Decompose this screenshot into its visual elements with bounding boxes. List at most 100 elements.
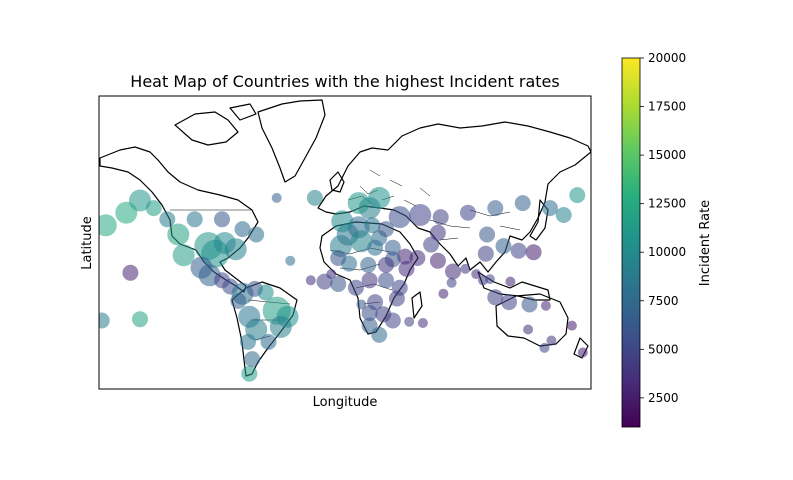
asia-borders — [429, 209, 521, 241]
data-point — [501, 294, 517, 311]
data-point — [577, 347, 588, 358]
data-point — [398, 260, 415, 277]
data-point — [438, 288, 449, 299]
data-point — [306, 189, 323, 206]
x-axis-label: Longitude — [313, 395, 378, 410]
data-point — [361, 272, 378, 289]
data-point — [260, 333, 277, 350]
data-point — [521, 296, 538, 313]
new-zealand-outline — [573, 337, 589, 359]
data-point — [388, 206, 411, 229]
data-point — [159, 211, 176, 228]
data-point — [331, 210, 354, 233]
data-point — [224, 238, 247, 261]
data-point — [167, 223, 190, 246]
data-point — [132, 311, 148, 328]
data-point — [145, 200, 162, 217]
data-point — [378, 272, 394, 289]
colorbar-tick-label: 5000 — [648, 342, 679, 356]
colorbar-tick-label: 15000 — [648, 148, 686, 162]
data-point — [429, 252, 446, 269]
data-point — [510, 242, 527, 259]
data-point — [367, 239, 384, 256]
data-point — [540, 300, 551, 311]
data-point — [539, 342, 550, 353]
uk-outline — [329, 171, 345, 193]
data-point — [347, 279, 364, 296]
data-point — [356, 299, 367, 310]
data-point — [364, 217, 381, 234]
data-point — [417, 318, 428, 328]
colorbar — [621, 57, 641, 428]
north-america-outline — [99, 146, 259, 293]
data-point — [555, 207, 572, 223]
data-point — [432, 209, 449, 226]
data-point — [378, 256, 394, 273]
data-point — [487, 200, 504, 217]
colorbar-label: Incident Rate — [698, 200, 713, 286]
data-point — [429, 224, 446, 241]
y-axis-label: Latitude — [80, 216, 95, 270]
data-point — [99, 214, 117, 237]
data-point — [460, 263, 471, 274]
data-point — [569, 187, 586, 204]
colorbar-tick-label: 10000 — [648, 245, 686, 259]
data-point — [361, 305, 378, 321]
data-point — [269, 315, 292, 338]
data-point — [285, 255, 296, 266]
arctic-islands-outline — [174, 103, 257, 146]
data-point — [316, 273, 333, 290]
data-point — [460, 204, 476, 221]
data-point — [542, 200, 558, 217]
data-point — [186, 211, 203, 228]
data-point — [397, 248, 414, 265]
data-point — [172, 244, 195, 267]
chart-title: Heat Map of Countries with the highest I… — [130, 72, 559, 91]
data-point — [523, 324, 534, 335]
data-point — [305, 275, 316, 286]
data-point — [350, 230, 373, 253]
data-point — [271, 192, 282, 203]
data-points — [99, 186, 588, 382]
data-point — [423, 236, 440, 253]
data-point — [240, 333, 256, 350]
data-point — [495, 238, 512, 255]
colorbar-ticks: 2500 5000 7500 10000 12500 15000 17500 20000 — [640, 51, 686, 405]
colorbar-tick-label: 2500 — [648, 391, 679, 405]
colorbar-tick-label: 20000 — [648, 51, 686, 65]
data-point — [505, 276, 516, 287]
data-point — [384, 239, 401, 256]
data-point — [347, 192, 370, 215]
data-point — [514, 195, 531, 212]
colorbar-tick-label: 12500 — [648, 197, 686, 211]
data-point — [409, 250, 426, 266]
data-point — [487, 289, 504, 306]
data-point — [477, 245, 494, 262]
data-point — [244, 351, 261, 368]
data-point — [330, 276, 347, 292]
data-point — [230, 292, 247, 309]
data-point — [546, 335, 557, 346]
data-point — [234, 221, 251, 238]
data-point — [341, 255, 358, 272]
plot-frame — [98, 95, 592, 390]
data-point — [388, 290, 405, 307]
data-point — [115, 201, 138, 224]
data-point — [360, 256, 377, 273]
data-point — [484, 274, 495, 285]
data-point — [241, 365, 258, 382]
data-point — [248, 226, 265, 243]
data-point — [566, 320, 577, 331]
data-point — [445, 263, 461, 280]
data-point — [404, 316, 415, 327]
colorbar-tick-label: 17500 — [648, 100, 686, 114]
data-point — [257, 284, 274, 301]
data-point — [525, 244, 542, 261]
madagascar-outline — [411, 291, 423, 319]
data-point — [409, 204, 432, 226]
greenland-outline — [257, 99, 326, 183]
australia-outline — [495, 293, 569, 347]
colorbar-tick-label: 7500 — [648, 294, 679, 308]
data-point — [378, 221, 394, 238]
